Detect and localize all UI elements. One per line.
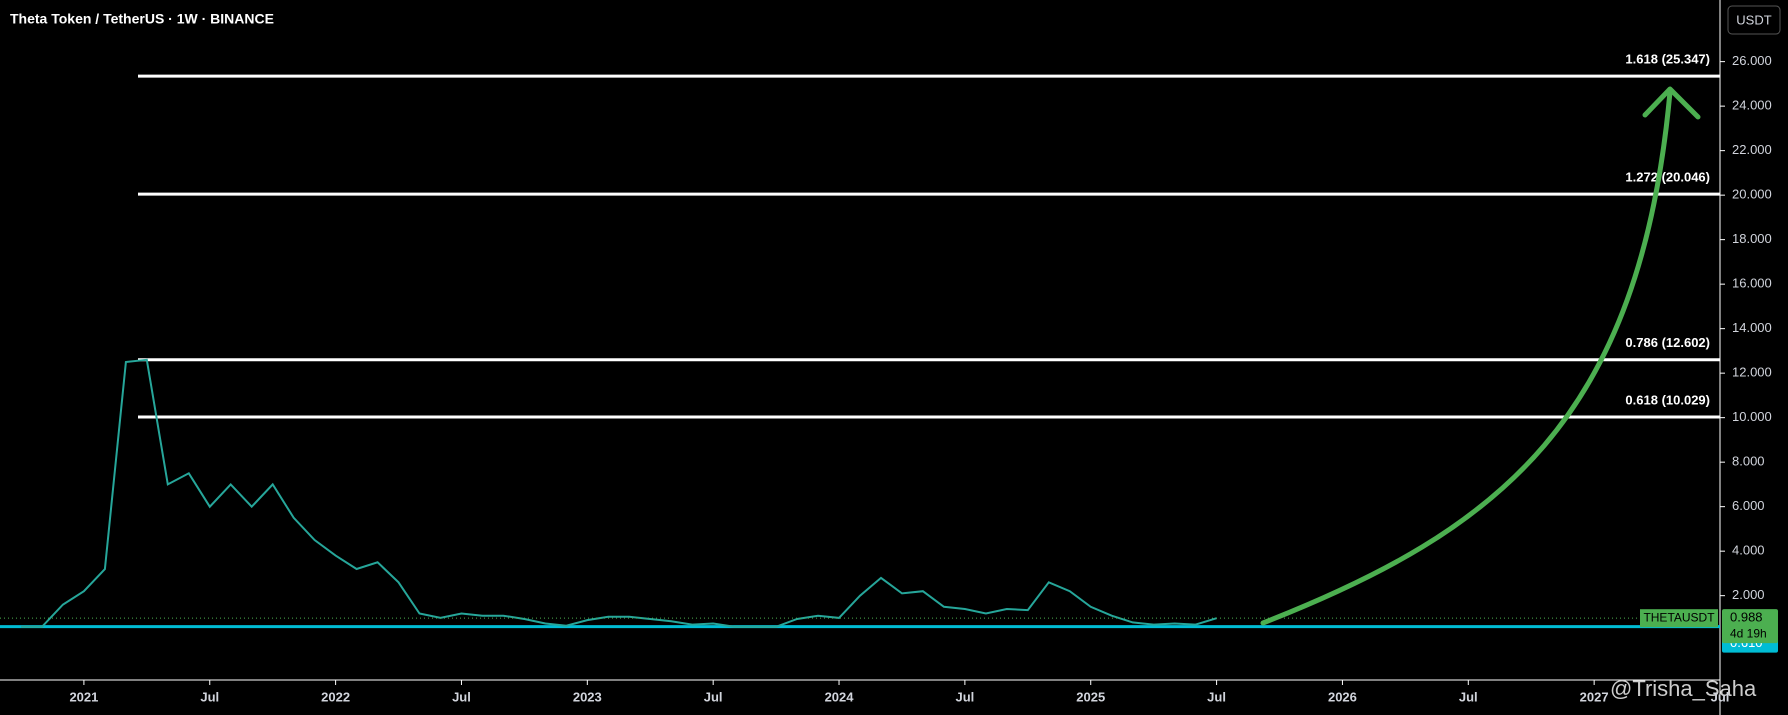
x-tick-label: Jul xyxy=(1711,689,1730,704)
fib-label: 0.786 (12.602) xyxy=(1625,335,1710,350)
fib-label: 0.618 (10.029) xyxy=(1625,392,1710,407)
fib-label: 1.618 (25.347) xyxy=(1625,52,1710,67)
y-tick-label: 4.000 xyxy=(1732,543,1765,558)
fib-label: 1.272 (20.046) xyxy=(1625,170,1710,185)
x-tick-label: Jul xyxy=(1459,689,1478,704)
y-tick-label: 16.000 xyxy=(1732,276,1772,291)
symbol-tag-label: THETAUSDT xyxy=(1643,610,1715,624)
y-tick-label: 24.000 xyxy=(1732,98,1772,113)
x-tick-label: Jul xyxy=(704,689,723,704)
x-tick-label: 2027 xyxy=(1580,689,1609,704)
plot: 1.618 (25.347) 1.272 (20.046) 0.786 (12.60… xyxy=(0,52,1720,629)
symbol-tag xyxy=(1640,609,1718,628)
y-tick-label: 26.000 xyxy=(1732,53,1772,68)
projection-arrow xyxy=(1260,89,1673,626)
x-tick-label: 2021 xyxy=(69,689,98,704)
x-tick-label: 2023 xyxy=(573,689,602,704)
x-tick-label: Jul xyxy=(452,689,471,704)
price-line xyxy=(21,358,1217,628)
arrow-head xyxy=(1642,86,1701,120)
y-tick-label: 18.000 xyxy=(1732,231,1772,246)
x-tick-label: 2026 xyxy=(1328,689,1357,704)
price-tag-value: 0.988 xyxy=(1730,610,1763,625)
x-tick-label: 2024 xyxy=(825,689,855,704)
price-countdown: 4d 19h xyxy=(1730,626,1767,640)
price-tag xyxy=(1722,609,1778,644)
y-tick-label: 14.000 xyxy=(1732,320,1772,335)
chart-title: Theta Token / TetherUS · 1W · BINANCE xyxy=(10,11,274,27)
y-tick-label: 2.000 xyxy=(1732,587,1765,602)
x-tick-label: Jul xyxy=(955,689,974,704)
y-tick-label: 6.000 xyxy=(1732,498,1765,513)
y-tick-label: 8.000 xyxy=(1732,454,1765,469)
watermark: @Trisha_Saha xyxy=(1610,676,1757,701)
x-tick-label: Jul xyxy=(1207,689,1226,704)
currency-label[interactable]: USDT xyxy=(1736,12,1771,27)
x-tick-label: 2025 xyxy=(1076,689,1105,704)
y-tick-label: 22.000 xyxy=(1732,142,1772,157)
y-tick-label: 20.000 xyxy=(1732,187,1772,202)
y-tick-label: 12.000 xyxy=(1732,365,1772,380)
x-tick-label: Jul xyxy=(200,689,219,704)
x-tick-label: 2022 xyxy=(321,689,350,704)
currency-button[interactable] xyxy=(1727,5,1781,35)
y-tick-label: 10.000 xyxy=(1732,409,1772,424)
